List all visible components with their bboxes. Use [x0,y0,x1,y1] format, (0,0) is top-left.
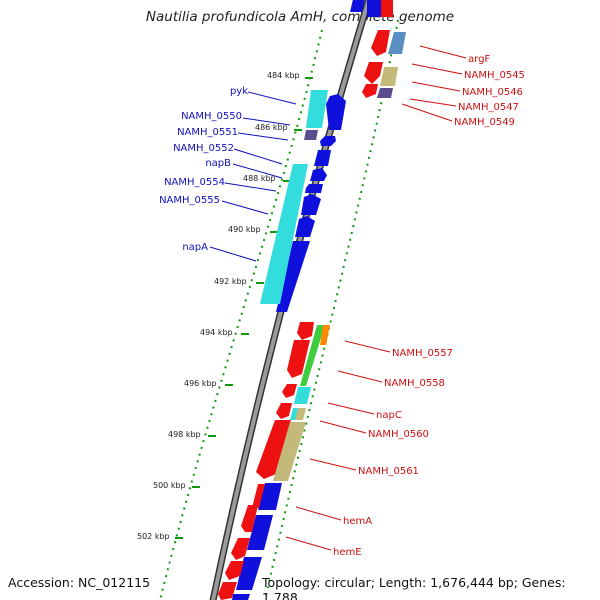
gene-label-pyk: pyk [230,86,248,97]
forward-gene-labels: pyk NAMH_0550 NAMH_0551 NAMH_0552 napB N… [159,86,248,253]
gene-label-namh-0558: NAMH_0558 [384,378,445,389]
cds-feature [367,0,381,17]
forward-gene [276,241,310,312]
forward-gene [350,0,365,12]
reverse-gene [276,403,292,419]
reverse-gene [297,322,314,340]
tick-labels: 484 kbp 486 kbp 488 kbp 490 kbp 492 kbp … [137,71,300,541]
tick-label: 488 kbp [243,174,276,183]
gene-label-namh-0551: NAMH_0551 [177,127,238,138]
forward-gene [320,136,336,146]
cds-feature [320,325,330,345]
cds-feature [295,408,306,420]
forward-gene [232,594,250,600]
tick-label: 498 kbp [168,430,201,439]
gene-label-namh-0550: NAMH_0550 [181,111,242,122]
tick-label: 486 kbp [255,123,288,132]
cds-features [260,0,406,481]
reverse-gene [364,62,383,84]
accession-text: Accession: NC_012115 [8,575,151,590]
cds-feature [300,325,325,386]
gene-label-namh-0555: NAMH_0555 [159,195,220,206]
reverse-gene-labels: argF NAMH_0545 NAMH_0546 NAMH_0547 NAMH_… [333,54,525,558]
cds-feature [388,32,406,54]
gene-label-namh-0547: NAMH_0547 [458,102,519,113]
tick-label: 494 kbp [200,328,233,337]
gene-label-namh-0557: NAMH_0557 [392,348,453,359]
reverse-gene [371,30,390,56]
gene-label-napc: napC [376,410,402,421]
forward-gene [295,216,315,237]
gene-label-namh-0546: NAMH_0546 [462,87,523,98]
cds-feature [306,90,328,128]
cds-feature [294,387,311,404]
cds-feature [380,67,398,86]
gene-label-namh-0554: NAMH_0554 [164,177,225,188]
tick-label: 484 kbp [267,71,300,80]
tick-label: 490 kbp [228,225,261,234]
forward-genes [232,0,365,600]
reverse-genes [218,30,390,600]
forward-gene [247,515,273,550]
cds-feature [273,422,306,481]
gene-label-namh-0549: NAMH_0549 [454,117,515,128]
gene-label-heme: hemE [333,547,362,558]
reverse-gene [225,561,244,580]
reverse-gene [231,538,250,560]
reverse-gene [362,84,378,98]
gene-label-namh-0552: NAMH_0552 [173,143,234,154]
cds-feature [260,164,308,304]
gene-label-napb: napB [205,158,231,169]
forward-gene [310,168,327,181]
tick-ring-inner [159,29,323,600]
reverse-gene [241,505,258,532]
gene-label-namh-0561: NAMH_0561 [358,466,419,477]
forward-gene [258,483,282,510]
gene-label-namh-0560: NAMH_0560 [368,429,429,440]
tick-label: 496 kbp [184,379,217,388]
tick-label: 492 kbp [214,277,247,286]
reverse-gene [256,420,291,479]
tick-marks [175,77,313,539]
cds-feature [304,130,318,140]
tick-label: 502 kbp [137,532,170,541]
forward-gene [301,194,321,215]
reverse-gene [282,384,297,398]
cds-feature [381,0,393,17]
reverse-gene [252,484,265,508]
tick-label: 500 kbp [153,481,186,490]
gene-label-napa: napA [182,242,208,253]
forward-gene [314,150,331,166]
forward-gene [326,94,346,130]
reverse-gene [287,340,310,378]
gene-label-hema: hemA [343,516,372,527]
forward-gene [305,184,323,193]
gene-label-argf: argF [468,54,490,65]
topology-text: Topology: circular; Length: 1,676,444 bp… [262,575,566,600]
reverse-gene [218,582,237,600]
cds-feature [377,88,393,98]
label-leaders [209,45,467,551]
gene-label-namh-0545: NAMH_0545 [464,70,525,81]
